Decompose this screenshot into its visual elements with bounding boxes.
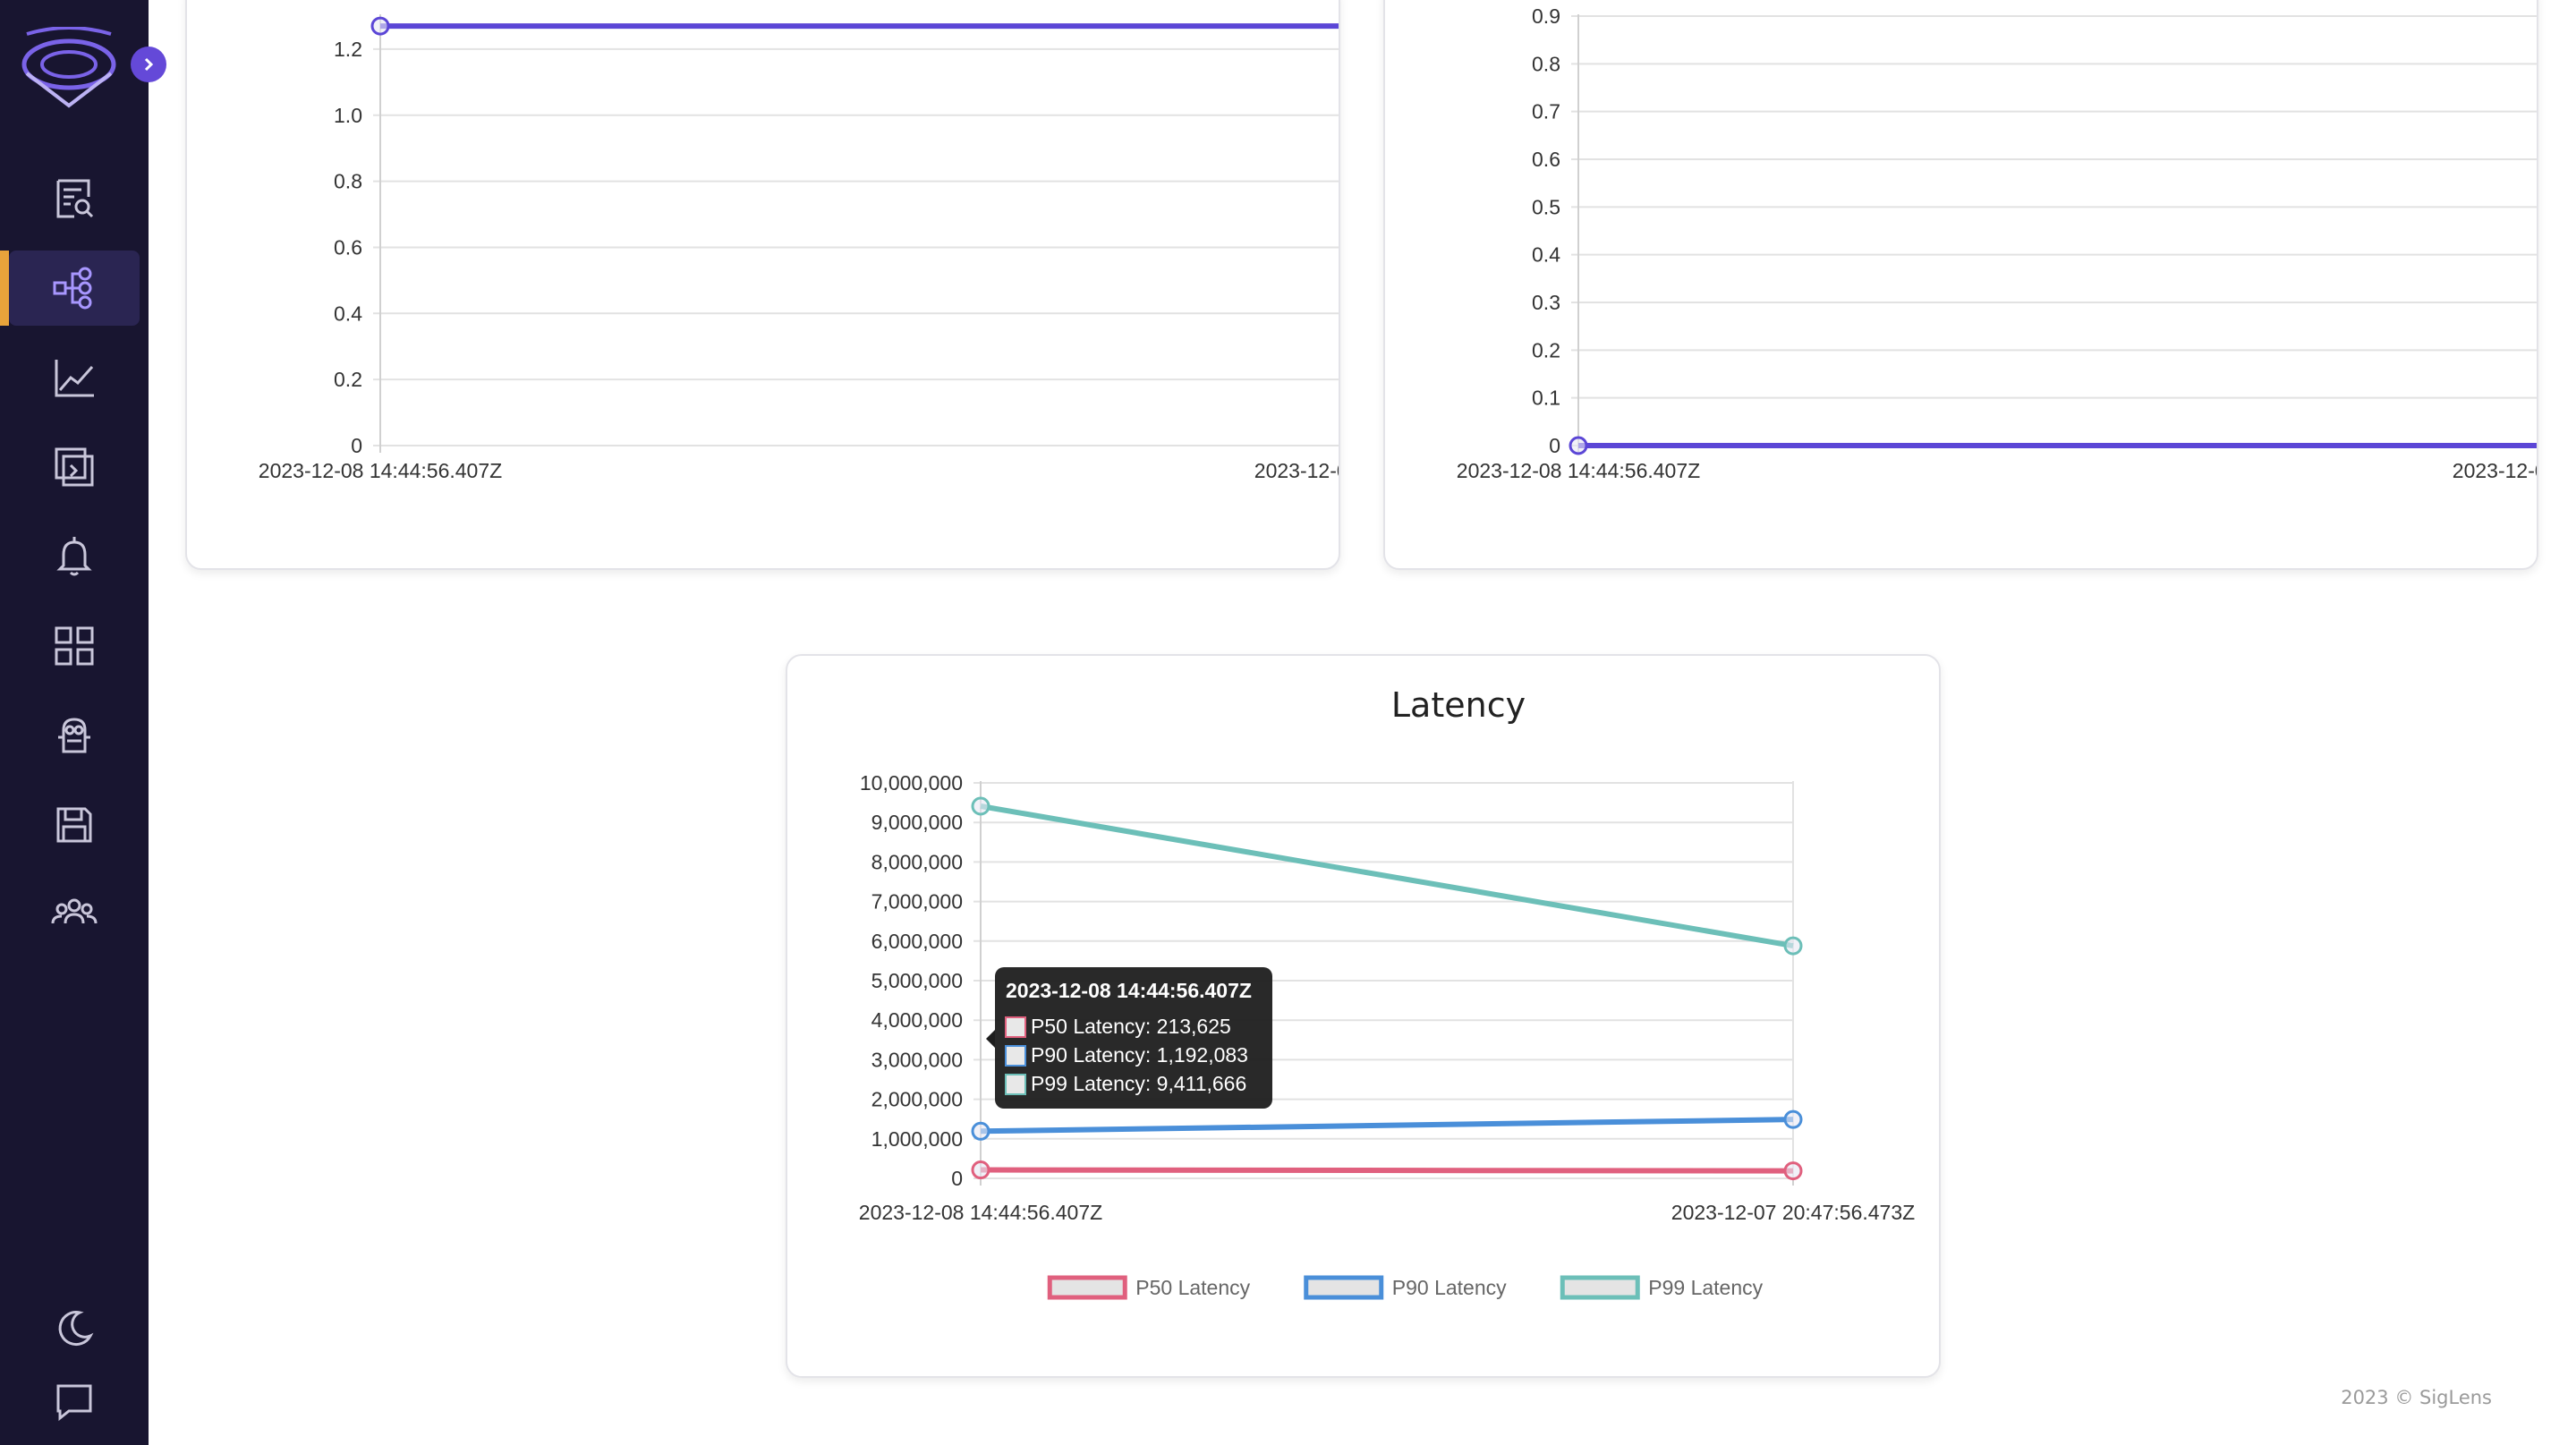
x-tick-label: 2023-12-07 20:47:56.473Z: [1671, 1201, 1915, 1224]
y-tick-label: 0: [351, 434, 362, 457]
y-tick-label: 0.2: [334, 368, 362, 391]
data-point: [971, 1160, 990, 1180]
legend-swatch: [1304, 1275, 1384, 1300]
data-point: [971, 1121, 990, 1141]
save-disk-icon: [56, 807, 92, 843]
metrics-chart-icon: [55, 360, 94, 397]
chart-card-top-left: 0 0.2 0.4 0.6 0.8 1.0 1.2 2023-12-08 14:44:56.4…: [185, 0, 1340, 570]
footer-copyright: 2023 © SigLens: [2341, 1387, 2492, 1408]
y-tick-label: 2,000,000: [871, 1088, 963, 1111]
y-tick-label: 1,000,000: [871, 1127, 963, 1151]
tooltip-line: P50 Latency: 213,625: [1031, 1015, 1231, 1038]
x-tick-label: 2023-12-08 14:44:56.407Z: [259, 459, 502, 482]
legend-label: P99 Latency: [1648, 1276, 1763, 1299]
robot-icon: [58, 718, 90, 753]
y-tick-label: 0.8: [1532, 52, 1560, 75]
tooltip: 2023-12-08 14:44:56.407Z P50 Latency: 213…: [986, 967, 1272, 1109]
sidebar-item-console[interactable]: [9, 429, 140, 505]
line-chart: 0 0.1 0.2 0.3 0.4 0.5 0.6 0.7 0.8 0.9 2023-12-08 1…: [1457, 4, 2537, 482]
y-tick-label: 3,000,000: [871, 1048, 963, 1071]
tooltip-line: P90 Latency: 1,192,083: [1031, 1043, 1248, 1067]
y-tick-label: 0.6: [334, 235, 362, 259]
x-tick-label: 2023-12-08 14:44:56.407Z: [859, 1201, 1102, 1224]
sidebar: [0, 0, 149, 1445]
sidebar-item-minions[interactable]: [9, 698, 140, 773]
chat-icon: [56, 1384, 92, 1422]
y-tick-label: 0.7: [1532, 100, 1560, 123]
y-tick-label: 0.2: [1532, 338, 1560, 361]
sidebar-item-tracing[interactable]: [9, 251, 140, 326]
dashboard-grid-icon: [55, 626, 94, 666]
y-tick-label: 0.4: [1532, 243, 1560, 267]
tooltip-swatch: [1005, 1045, 1026, 1067]
y-tick-label: 1.2: [334, 38, 362, 61]
legend-label: P50 Latency: [1135, 1276, 1250, 1299]
y-tick-label: 5,000,000: [871, 969, 963, 992]
y-tick-label: 0.4: [334, 302, 362, 325]
tooltip-title: 2023-12-08 14:44:56.407Z: [1006, 979, 1252, 1002]
active-indicator: [0, 251, 9, 326]
tooltip-swatch: [1005, 1074, 1026, 1095]
sidebar-item-dashboards[interactable]: [9, 608, 140, 684]
y-tick-label: 0.8: [334, 170, 362, 193]
x-tick-label: 2023-12-07 20:47:56.473Z: [2453, 459, 2537, 482]
sidebar-item-team[interactable]: [9, 875, 140, 950]
legend-label: P90 Latency: [1392, 1276, 1507, 1299]
sidebar-item-saved-queries[interactable]: [9, 787, 140, 863]
team-users-icon: [51, 898, 98, 924]
siglens-logo-icon[interactable]: [20, 26, 118, 113]
data-point: [1783, 1109, 1803, 1129]
tooltip-swatch: [1005, 1016, 1026, 1038]
line-chart: 0 0.2 0.4 0.6 0.8 1.0 1.2 2023-12-08 14:44:56.4…: [259, 14, 1339, 482]
alert-bell-icon: [56, 537, 92, 576]
y-tick-label: 0.5: [1532, 195, 1560, 218]
sidebar-item-alerts[interactable]: [9, 519, 140, 594]
data-point: [971, 796, 990, 816]
x-tick-label: 2023-12-08 14:44:56.407Z: [1457, 459, 1700, 482]
moon-icon: [58, 1311, 94, 1347]
tooltip-caret: [986, 1030, 995, 1048]
chart-card-top-right: 0 0.1 0.2 0.3 0.4 0.5 0.6 0.7 0.8 0.9 2023-12-08 1…: [1383, 0, 2538, 570]
latency-chart: Latency 0 1,000,000 2,000,000 3,000,000 4,000…: [859, 685, 1915, 1300]
chevron-right-icon: [144, 57, 154, 72]
data-point: [1783, 936, 1803, 956]
data-point: [1783, 1161, 1803, 1181]
data-point: [1569, 436, 1588, 455]
y-tick-label: 0: [951, 1167, 963, 1190]
data-point: [370, 16, 390, 36]
service-graph-icon: [53, 267, 92, 310]
theme-toggle[interactable]: [9, 1291, 140, 1366]
x-tick-label: 2023-12-07 20:47:56.473Z: [1254, 459, 1339, 482]
tooltip-box: [995, 967, 1272, 1109]
y-tick-label: 1.0: [334, 104, 362, 127]
y-tick-label: 4,000,000: [871, 1008, 963, 1032]
y-tick-label: 8,000,000: [871, 850, 963, 873]
latency-chart-card: Latency 0 1,000,000 2,000,000 3,000,000 4,000…: [786, 654, 1941, 1378]
legend-swatch: [1047, 1275, 1127, 1300]
sidebar-item-metrics[interactable]: [9, 340, 140, 415]
y-tick-label: 0.3: [1532, 291, 1560, 314]
legend-swatch: [1560, 1275, 1640, 1300]
feedback-chat[interactable]: [9, 1364, 140, 1440]
y-tick-label: 0: [1549, 434, 1560, 457]
y-tick-label: 10,000,000: [860, 771, 963, 795]
chart-title: Latency: [1391, 685, 1526, 725]
series-line: [980, 1117, 1794, 1135]
y-tick-label: 9,000,000: [871, 811, 963, 834]
log-search-icon: [56, 179, 94, 218]
series-line: [980, 803, 1794, 949]
y-tick-label: 0.9: [1532, 4, 1560, 28]
y-tick-label: 7,000,000: [871, 890, 963, 914]
tooltip-line: P99 Latency: 9,411,666: [1031, 1072, 1246, 1095]
query-console-icon: [55, 447, 94, 487]
y-tick-label: 0.6: [1532, 148, 1560, 171]
y-tick-label: 0.1: [1532, 387, 1560, 410]
sidebar-expand-button[interactable]: [131, 47, 166, 82]
series-line: [980, 1167, 1794, 1174]
sidebar-item-logs[interactable]: [9, 161, 140, 236]
y-tick-label: 6,000,000: [871, 930, 963, 953]
